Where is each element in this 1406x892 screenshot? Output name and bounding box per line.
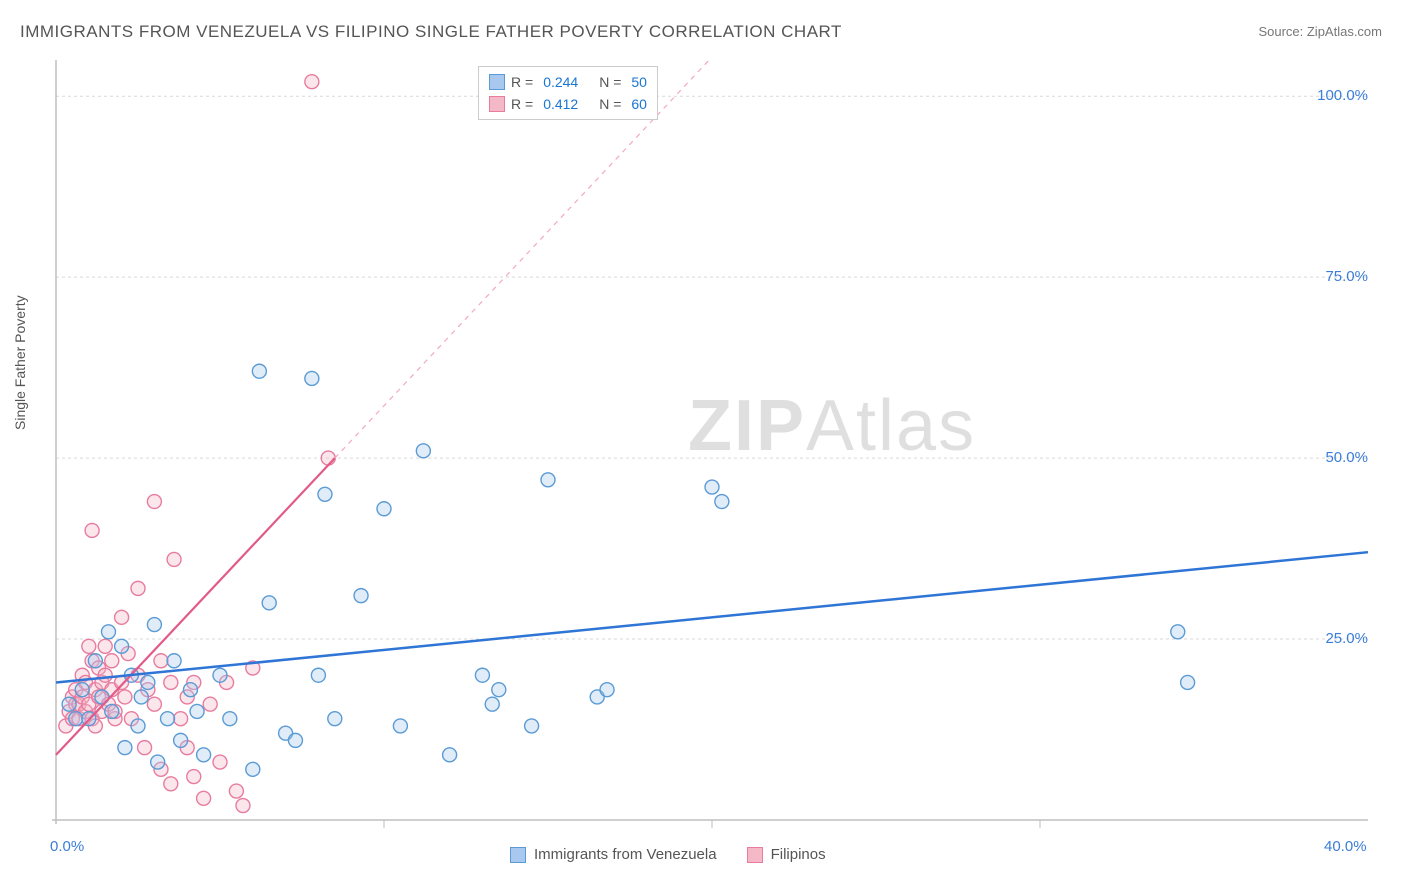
y-tick-label: 75.0% <box>1325 268 1368 285</box>
x-tick-label: 0.0% <box>50 838 84 855</box>
r-value-1: 0.244 <box>543 71 593 93</box>
y-axis-label: Single Father Poverty <box>12 295 28 430</box>
legend-label-1: Immigrants from Venezuela <box>534 846 717 863</box>
source-attribution: Source: ZipAtlas.com <box>1258 24 1382 39</box>
legend-item-1: Immigrants from Venezuela <box>510 846 717 863</box>
n-value-2: 60 <box>631 93 647 115</box>
n-value-1: 50 <box>631 71 647 93</box>
x-tick-label: 40.0% <box>1324 838 1367 855</box>
legend-swatch-pink <box>489 96 505 112</box>
legend-swatch-blue <box>510 847 526 863</box>
chart-title: IMMIGRANTS FROM VENEZUELA VS FILIPINO SI… <box>20 22 842 42</box>
legend-label-2: Filipinos <box>771 846 826 863</box>
legend-swatch-pink <box>747 847 763 863</box>
n-label: N = <box>599 71 621 93</box>
y-tick-label: 50.0% <box>1325 449 1368 466</box>
legend-row-series2: R = 0.412 N = 60 <box>489 93 647 115</box>
y-tick-label: 100.0% <box>1317 87 1368 104</box>
r-label: R = <box>511 93 533 115</box>
y-tick-label: 25.0% <box>1325 630 1368 647</box>
legend-item-2: Filipinos <box>747 846 826 863</box>
r-label: R = <box>511 71 533 93</box>
chart-plot-area: ZIPAtlas R = 0.244 N = 50 R = 0.412 N = … <box>48 60 1378 830</box>
legend-row-series1: R = 0.244 N = 50 <box>489 71 647 93</box>
legend-swatch-blue <box>489 74 505 90</box>
series-legend: Immigrants from Venezuela Filipinos <box>510 846 826 863</box>
source-prefix: Source: <box>1258 24 1306 39</box>
r-value-2: 0.412 <box>543 93 593 115</box>
n-label: N = <box>599 93 621 115</box>
correlation-legend: R = 0.244 N = 50 R = 0.412 N = 60 <box>478 66 658 120</box>
scatter-chart-svg <box>48 60 1378 860</box>
source-link[interactable]: ZipAtlas.com <box>1307 24 1382 39</box>
